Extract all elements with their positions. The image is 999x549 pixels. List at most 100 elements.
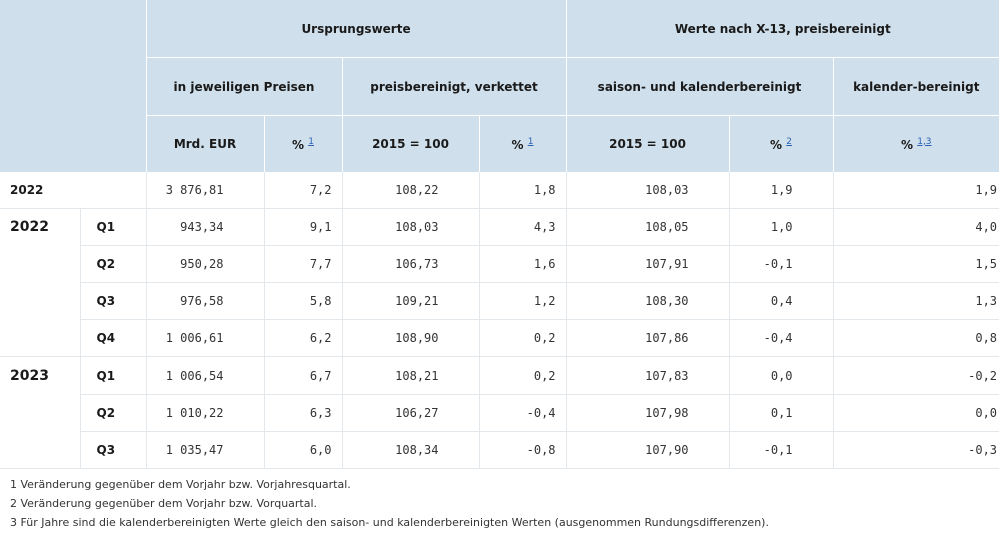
header-unit-2: % 1 [263, 115, 342, 172]
value-cell: -0,4 [728, 319, 834, 358]
value-cell: 5,8 [263, 282, 342, 321]
value-cell: 6,0 [263, 431, 342, 469]
value-cell: 1,9 [832, 172, 999, 210]
value-cell: 0,8 [832, 319, 999, 358]
table-row: Q4 1 006,61 6,2 108,90 0,2 107,86 -0,4 0,8 [0, 319, 999, 358]
unit-label: % [770, 137, 783, 152]
value-cell: 1 006,61 [145, 319, 264, 358]
value-cell: 1,0 [728, 208, 834, 247]
value-cell: -0,1 [728, 245, 834, 284]
value-cell: 108,22 [341, 172, 479, 210]
table-row: Q3 1 035,47 6,0 108,34 -0,8 107,90 -0,1 -0,3 [0, 431, 999, 469]
year-cell [0, 394, 80, 431]
footnote-3: 3 Für Jahre sind die kalenderbereinigten… [10, 515, 769, 529]
value-cell: 6,7 [263, 356, 342, 395]
header-unit-3: 2015 = 100 [341, 115, 479, 172]
quarter-cell: Q1 [79, 208, 146, 247]
value-cell: 108,34 [341, 431, 479, 469]
value-cell: 1,5 [832, 245, 999, 284]
value-cell: 107,90 [565, 431, 730, 469]
table-row: Q2 950,28 7,7 106,73 1,6 107,91 -0,1 1,5 [0, 245, 999, 284]
value-cell: 106,73 [341, 245, 479, 284]
value-cell: 108,05 [565, 208, 730, 247]
value-cell: 107,86 [565, 319, 730, 358]
year-cell [0, 431, 80, 469]
year-cell [0, 283, 80, 320]
footnote-link[interactable]: 1 [527, 136, 534, 147]
value-cell: 6,2 [263, 319, 342, 358]
year-cell: 2022 [10, 219, 49, 236]
value-cell: 6,3 [263, 394, 342, 432]
footnote-2: 2 Veränderung gegenüber dem Vorjahr bzw.… [10, 496, 318, 510]
value-cell: 3 876,81 [145, 172, 264, 210]
quarter-cell: Q3 [79, 282, 146, 321]
header-werte-x13: Werte nach X-13, preisbereinigt [565, 0, 999, 58]
header-unit-5: 2015 = 100 [565, 115, 730, 172]
quarter-cell: Q3 [79, 431, 146, 469]
value-cell: 7,7 [263, 245, 342, 284]
value-cell: 1,3 [832, 282, 999, 321]
value-cell: 109,21 [341, 282, 479, 321]
unit-label: % [901, 137, 914, 152]
value-cell: 4,3 [478, 208, 567, 247]
value-cell: 1,6 [478, 245, 567, 284]
value-cell: 4,0 [832, 208, 999, 247]
value-cell: 0,2 [478, 319, 567, 358]
footnote-link[interactable]: 2 [786, 136, 792, 147]
value-cell: 1,8 [478, 172, 567, 210]
header-unit-4: % 1 [478, 115, 567, 172]
footnote-link[interactable]: 1 [308, 136, 314, 147]
value-cell: 108,90 [341, 319, 479, 358]
value-cell: 7,2 [263, 172, 342, 210]
value-cell: 0,4 [728, 282, 834, 321]
header-unit-7: % 1,3 [832, 115, 999, 172]
unit-label: % [511, 137, 524, 152]
header-unit-6: % 2 [728, 115, 834, 172]
value-cell: 107,83 [565, 356, 730, 395]
header-saison-kalenderbereinigt: saison- und kalenderbereinigt [565, 57, 834, 116]
value-cell: 1,9 [728, 172, 834, 210]
value-cell: 950,28 [145, 245, 264, 284]
footnote-link[interactable]: 1,3 [917, 136, 932, 147]
unit-label: 2015 = 100 [372, 137, 449, 151]
unit-label: % [292, 137, 305, 152]
header-unit-1: Mrd. EUR [145, 115, 264, 172]
year-cell [0, 319, 80, 358]
footnote-1: 1 Veränderung gegenüber dem Vorjahr bzw.… [10, 477, 351, 491]
year-cell [0, 246, 80, 283]
value-cell: -0,3 [832, 431, 999, 469]
value-cell: 107,91 [565, 245, 730, 284]
value-cell: -0,8 [478, 431, 567, 469]
quarter-cell: Q2 [79, 245, 146, 284]
table-row: Q2 1 010,22 6,3 106,27 -0,4 107,98 0,1 0,0 [0, 394, 999, 432]
year-cell: 2022 [0, 172, 146, 210]
row-header-corner [0, 0, 146, 172]
header-kalenderbereinigt: kalender-bereinigt [832, 57, 999, 116]
unit-label: 2015 = 100 [609, 137, 686, 151]
value-cell: 1 035,47 [145, 431, 264, 469]
value-cell: 1,2 [478, 282, 567, 321]
value-cell: 108,30 [565, 282, 730, 321]
header-jeweilige-preise: in jeweiligen Preisen [145, 57, 342, 116]
unit-label: Mrd. EUR [173, 137, 237, 151]
value-cell: 9,1 [263, 208, 342, 247]
value-cell: 943,34 [145, 208, 264, 247]
header-preisbereinigt-verkettet: preisbereinigt, verkettet [341, 57, 567, 116]
table-row: Q3 976,58 5,8 109,21 1,2 108,30 0,4 1,3 [0, 282, 999, 321]
value-cell: 0,0 [832, 394, 999, 432]
value-cell: 108,03 [341, 208, 479, 247]
year-cell: 2023 [10, 367, 49, 384]
quarter-cell: Q4 [79, 319, 146, 358]
value-cell: 0,1 [728, 394, 834, 432]
value-cell: -0,2 [832, 356, 999, 395]
value-cell: 108,21 [341, 356, 479, 395]
value-cell: 1 006,54 [145, 356, 264, 395]
footnotes: 1 Veränderung gegenüber dem Vorjahr bzw.… [0, 469, 999, 532]
value-cell: 1 010,22 [145, 394, 264, 432]
quarter-cell: Q1 [79, 356, 146, 395]
header-ursprungswerte: Ursprungswerte [145, 0, 567, 58]
gdp-table: Ursprungswerte Werte nach X-13, preisber… [0, 0, 999, 469]
table-row: 2022 3 876,81 7,2 108,22 1,8 108,03 1,9 1,9 [0, 172, 999, 210]
value-cell: -0,4 [478, 394, 567, 432]
value-cell: 107,98 [565, 394, 730, 432]
